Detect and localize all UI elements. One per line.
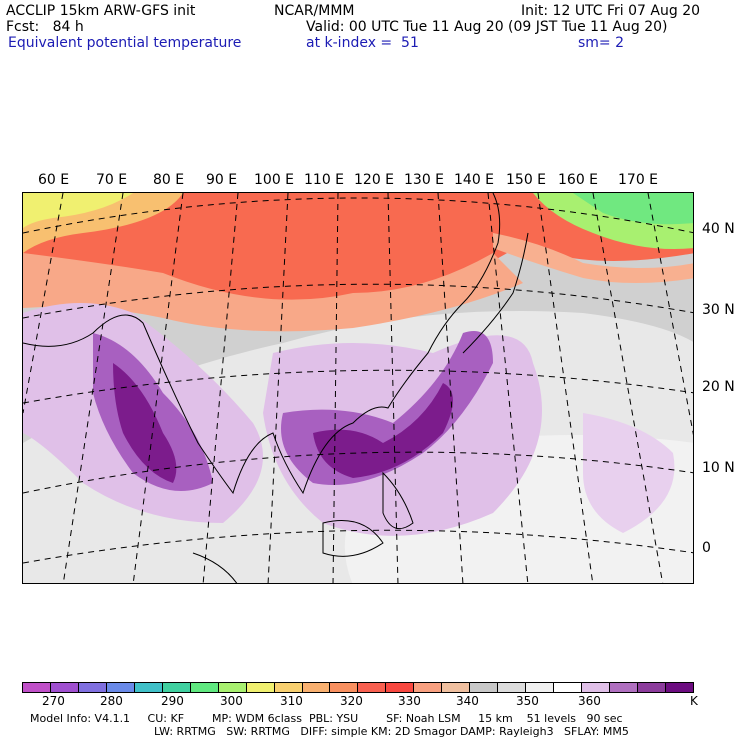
meridian (647, 193, 693, 436)
colorbar-segment (106, 683, 135, 692)
colorbar-segment (190, 683, 219, 692)
colorbar-segment (637, 683, 666, 692)
lat-label: 30 N (702, 302, 735, 318)
header-field-name: Equivalent potential temperature (8, 35, 242, 51)
coastline-borneo (322, 520, 384, 557)
field-lilac-region (583, 413, 675, 533)
meridian (62, 193, 124, 583)
colorbar-segment (414, 683, 443, 692)
lon-label: 170 E (618, 172, 659, 188)
field-salmon-stripe (493, 233, 693, 283)
colorbar-segment (610, 683, 638, 692)
header-smoothing: sm= 2 (578, 35, 625, 51)
colorbar-segment (218, 683, 247, 692)
header-model-title: ACCLIP 15km ARW-GFS init (6, 3, 196, 19)
footer-physics-info: LW: RRTMG SW: RRTMG DIFF: simple KM: 2D … (154, 725, 629, 738)
field-darkpurple-core (313, 383, 453, 478)
colorbar-label: 320 (340, 694, 363, 708)
header-init-time: Init: 12 UTC Fri 07 Aug 20 (521, 3, 701, 19)
coastline-philippines (382, 471, 414, 530)
header-valid-time: Valid: 00 UTC Tue 11 Aug 20 (09 JST Tue … (306, 19, 668, 35)
field-salmon-zone (23, 253, 523, 332)
field-darkpurple-core (113, 363, 177, 483)
colorbar-segment (470, 683, 499, 692)
colorbar-segment (246, 683, 275, 692)
colorbar-segment (330, 683, 359, 692)
colorbar-segment (134, 683, 163, 692)
colorbar-segment (526, 683, 555, 692)
colorbar-segment (582, 683, 611, 692)
lon-label: 100 E (254, 172, 295, 188)
colorbar-segment (50, 683, 79, 692)
lon-label: 120 E (354, 172, 395, 188)
lat-label: 40 N (702, 221, 735, 237)
colorbar-label: 310 (280, 694, 303, 708)
colorbar-segment (665, 683, 693, 692)
field-lightgreen-corner (573, 193, 693, 225)
coastlines (23, 193, 529, 583)
lon-label: 90 E (206, 172, 238, 188)
colorbar-segment (386, 683, 415, 692)
field-yellow-zone (23, 193, 133, 228)
colorbar-segment (302, 683, 331, 692)
colorbar-label: 290 (161, 694, 184, 708)
header-forecast-hour: Fcst: 84 h (6, 19, 84, 35)
lat-label: 0 (702, 540, 711, 556)
theta-e-field (23, 193, 693, 583)
colorbar-label: 300 (220, 694, 243, 708)
colorbar-label: 360 (578, 694, 601, 708)
colorbar-segment (23, 683, 51, 692)
colorbar-label: 280 (100, 694, 123, 708)
lat-label: 20 N (702, 379, 735, 395)
lat-label: 10 N (702, 460, 735, 476)
header-center: NCAR/MMM (274, 3, 355, 19)
colorbar-label: 270 (42, 694, 65, 708)
lon-label: 110 E (304, 172, 345, 188)
coastline-asia (23, 193, 501, 495)
coastline-sumatra (192, 552, 238, 583)
lon-label: 130 E (404, 172, 445, 188)
colorbar-segment (442, 683, 471, 692)
meridian (23, 193, 64, 414)
lon-label: 70 E (96, 172, 128, 188)
colorbar-unit: K (690, 694, 698, 708)
colorbar-segment (554, 683, 583, 692)
lon-label: 140 E (454, 172, 495, 188)
colorbar-label: 330 (398, 694, 421, 708)
colorbar-segment (78, 683, 107, 692)
header-k-index: at k-index = 51 (306, 35, 419, 51)
colorbar (22, 682, 694, 693)
lon-label: 160 E (558, 172, 599, 188)
map-panel (22, 192, 694, 584)
colorbar-segment (162, 683, 191, 692)
colorbar-segment (498, 683, 527, 692)
colorbar-segment (358, 683, 387, 692)
colorbar-label: 350 (516, 694, 539, 708)
colorbar-segment (274, 683, 303, 692)
coastline-japan (462, 232, 529, 354)
lon-label: 150 E (506, 172, 547, 188)
meridian (592, 193, 664, 583)
colorbar-label: 340 (456, 694, 479, 708)
footer-model-info: Model Info: V4.1.1 CU: KF MP: WDM 6class… (30, 712, 623, 725)
graticule (23, 193, 693, 583)
lon-label: 80 E (153, 172, 185, 188)
lon-label: 60 E (38, 172, 70, 188)
